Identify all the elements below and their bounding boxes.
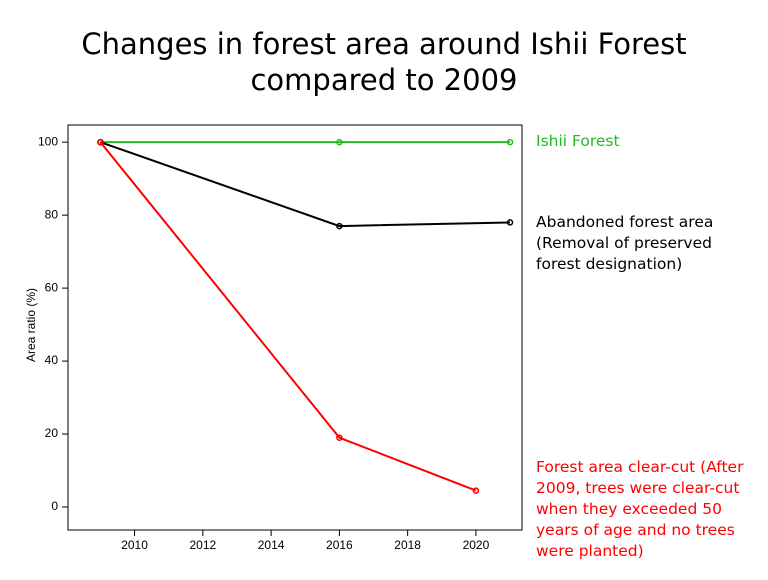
data-point bbox=[336, 138, 343, 146]
y-tick-label: 60 bbox=[45, 280, 59, 294]
data-point bbox=[472, 487, 480, 494]
y-tick-label: 0 bbox=[51, 499, 58, 513]
x-tick-label: 2010 bbox=[121, 538, 148, 552]
x-tick-label: 2012 bbox=[189, 538, 216, 552]
x-tick-label: 2014 bbox=[258, 538, 285, 552]
legend-entry: Forest area clear-cut (After 2009, trees… bbox=[536, 458, 744, 560]
data-point bbox=[506, 138, 514, 146]
y-axis-label: Area ratio (%) bbox=[24, 288, 38, 362]
data-point bbox=[97, 138, 104, 146]
y-tick-label: 80 bbox=[45, 207, 59, 221]
x-tick-label: 2016 bbox=[326, 538, 353, 552]
plot-frame bbox=[67, 124, 523, 531]
series-line bbox=[100, 141, 511, 228]
data-point bbox=[336, 434, 343, 441]
legend-entry: Abandoned forest area (Removal of preser… bbox=[536, 213, 714, 273]
series-line bbox=[99, 141, 477, 492]
y-tick-label: 20 bbox=[45, 426, 59, 440]
y-tick-label: 100 bbox=[38, 134, 58, 148]
y-tick-label: 40 bbox=[45, 353, 59, 367]
chart-title: Changes in forest area around Ishii Fore… bbox=[81, 27, 687, 97]
legend-entry: Ishii Forest bbox=[536, 132, 620, 150]
data-point bbox=[506, 219, 514, 226]
data-point bbox=[336, 222, 343, 230]
x-tick-label: 2020 bbox=[463, 538, 490, 552]
x-tick-label: 2018 bbox=[394, 538, 421, 552]
